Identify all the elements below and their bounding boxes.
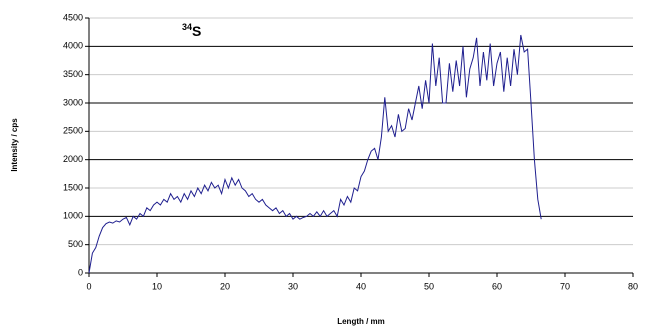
y-tick-label: 500 — [68, 239, 83, 249]
x-axis-label: Length / mm — [337, 317, 385, 326]
data-line — [88, 34, 542, 274]
y-tick-label: 0 — [78, 267, 83, 277]
y-tick-label: 3500 — [63, 69, 83, 79]
x-tick-label: 30 — [288, 281, 298, 291]
y-tick-label: 2000 — [63, 154, 83, 164]
y-tick-label: 2500 — [63, 126, 83, 136]
x-tick-label: 80 — [628, 281, 638, 291]
y-tick-label: 1500 — [63, 182, 83, 192]
title-superscript: 34 — [182, 22, 192, 32]
x-tick-label: 70 — [560, 281, 570, 291]
x-tick-label: 0 — [86, 281, 91, 291]
y-tick-label: 1000 — [63, 211, 83, 221]
y-tick-label: 3000 — [63, 97, 83, 107]
y-axis-label: Intensity / cps — [10, 118, 19, 172]
x-tick-label: 40 — [356, 281, 366, 291]
x-tick-label: 60 — [492, 281, 502, 291]
x-tick-label: 50 — [424, 281, 434, 291]
y-tick-label: 4000 — [63, 41, 83, 51]
chart-title-group: 34S — [182, 22, 201, 38]
x-tick-label: 10 — [152, 281, 162, 291]
x-tick-label: 20 — [220, 281, 230, 291]
y-tick-label: 4500 — [63, 12, 83, 22]
chart-title: S — [192, 23, 201, 39]
